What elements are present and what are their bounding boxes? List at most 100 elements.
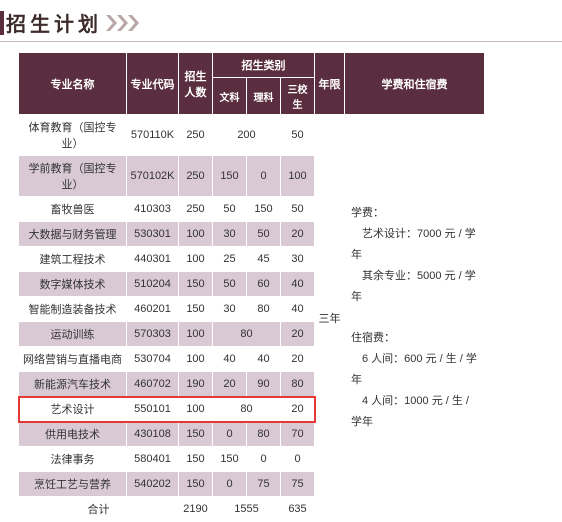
cell-count: 250: [179, 197, 213, 222]
cell-wen: 50: [213, 197, 247, 222]
cell-total-count: 2190: [179, 497, 213, 522]
cell-name: 学前教育（国控专业）: [19, 156, 127, 197]
cell-name: 法律事务: [19, 447, 127, 472]
cell-code: 570110K: [127, 115, 179, 156]
cell-li: 90: [247, 372, 281, 397]
cell-name: 体育教育（国控专业）: [19, 115, 127, 156]
cell-code: 460201: [127, 297, 179, 322]
accent-bar: [0, 11, 4, 35]
cell-li: 0: [247, 447, 281, 472]
th-fee: 学费和住宿费: [345, 53, 485, 115]
cell-wenli: 80: [213, 322, 281, 347]
cell-count: 100: [179, 322, 213, 347]
cell-code: 410303: [127, 197, 179, 222]
cell-code: 430108: [127, 422, 179, 447]
cell-wen: 0: [213, 422, 247, 447]
cell-wen: 20: [213, 372, 247, 397]
cell-total-mid: 1555: [213, 497, 281, 522]
cell-code: 550101: [127, 397, 179, 422]
cell-san: 80: [281, 372, 315, 397]
cell-li: 80: [247, 422, 281, 447]
cell-wen: 0: [213, 472, 247, 497]
cell-li: 150: [247, 197, 281, 222]
cell-code: 530301: [127, 222, 179, 247]
cell-count: 100: [179, 222, 213, 247]
content: 专业名称 专业代码 招生人数 招生类别 年限 学费和住宿费 文科 理科 三校生 …: [0, 52, 562, 522]
cell-wen: 150: [213, 447, 247, 472]
cell-code: 570102K: [127, 156, 179, 197]
table-container: 专业名称 专业代码 招生人数 招生类别 年限 学费和住宿费 文科 理科 三校生 …: [18, 52, 485, 522]
cell-san: 20: [281, 347, 315, 372]
cell-li: 60: [247, 272, 281, 297]
th-san: 三校生: [281, 78, 315, 115]
cell-name: 智能制造装备技术: [19, 297, 127, 322]
cell-name: 数字媒体技术: [19, 272, 127, 297]
cell-count: 150: [179, 422, 213, 447]
th-wen: 文科: [213, 78, 247, 115]
cell-count: 150: [179, 447, 213, 472]
cell-wen: 150: [213, 156, 247, 197]
cell-wen: 30: [213, 222, 247, 247]
cell-fee: 学费： 艺术设计：7000 元 / 学年 其余专业：5000 元 / 学年住宿费…: [345, 115, 485, 522]
cell-code: 440301: [127, 247, 179, 272]
cell-code: 510204: [127, 272, 179, 297]
divider: [0, 41, 562, 42]
cell-san: 20: [281, 397, 315, 422]
cell-san: 75: [281, 472, 315, 497]
th-year: 年限: [315, 53, 345, 115]
cell-san: 40: [281, 272, 315, 297]
cell-wen: 25: [213, 247, 247, 272]
table-body: 体育教育（国控专业）570110K25020050三年学费： 艺术设计：7000…: [19, 115, 485, 522]
cell-name: 艺术设计: [19, 397, 127, 422]
cell-name: 烹饪工艺与营养: [19, 472, 127, 497]
chevron-icon: [106, 15, 146, 31]
th-code: 专业代码: [127, 53, 179, 115]
cell-wen: 50: [213, 272, 247, 297]
cell-san: 50: [281, 115, 315, 156]
cell-wenli: 80: [213, 397, 281, 422]
cell-san: 40: [281, 297, 315, 322]
th-major: 专业名称: [19, 53, 127, 115]
cell-li: 0: [247, 156, 281, 197]
cell-san: 20: [281, 322, 315, 347]
cell-li: 50: [247, 222, 281, 247]
cell-count: 100: [179, 397, 213, 422]
table-row: 体育教育（国控专业）570110K25020050三年学费： 艺术设计：7000…: [19, 115, 485, 156]
cell-count: 250: [179, 156, 213, 197]
cell-code: 540202: [127, 472, 179, 497]
cell-count: 100: [179, 247, 213, 272]
cell-total-san: 635: [281, 497, 315, 522]
cell-code: 570303: [127, 322, 179, 347]
cell-san: 100: [281, 156, 315, 197]
cell-name: 建筑工程技术: [19, 247, 127, 272]
cell-li: 40: [247, 347, 281, 372]
cell-name: 新能源汽车技术: [19, 372, 127, 397]
th-category: 招生类别: [213, 53, 315, 78]
table-header: 专业名称 专业代码 招生人数 招生类别 年限 学费和住宿费 文科 理科 三校生: [19, 53, 485, 115]
page-header: 招生计划: [0, 0, 562, 41]
cell-name: 供用电技术: [19, 422, 127, 447]
cell-li: 80: [247, 297, 281, 322]
cell-san: 20: [281, 222, 315, 247]
cell-wen: 40: [213, 347, 247, 372]
enrollment-table: 专业名称 专业代码 招生人数 招生类别 年限 学费和住宿费 文科 理科 三校生 …: [18, 52, 485, 522]
cell-code: 460702: [127, 372, 179, 397]
th-li: 理科: [247, 78, 281, 115]
cell-li: 45: [247, 247, 281, 272]
cell-wenli: 200: [213, 115, 281, 156]
cell-name: 大数据与财务管理: [19, 222, 127, 247]
cell-count: 150: [179, 297, 213, 322]
cell-wen: 30: [213, 297, 247, 322]
cell-count: 190: [179, 372, 213, 397]
cell-name: 运动训练: [19, 322, 127, 347]
cell-count: 250: [179, 115, 213, 156]
cell-san: 0: [281, 447, 315, 472]
cell-san: 30: [281, 247, 315, 272]
cell-count: 150: [179, 472, 213, 497]
page-title: 招生计划: [6, 8, 102, 37]
cell-san: 50: [281, 197, 315, 222]
cell-san: 70: [281, 422, 315, 447]
cell-count: 100: [179, 347, 213, 372]
cell-code: 580401: [127, 447, 179, 472]
cell-year: 三年: [315, 115, 345, 522]
